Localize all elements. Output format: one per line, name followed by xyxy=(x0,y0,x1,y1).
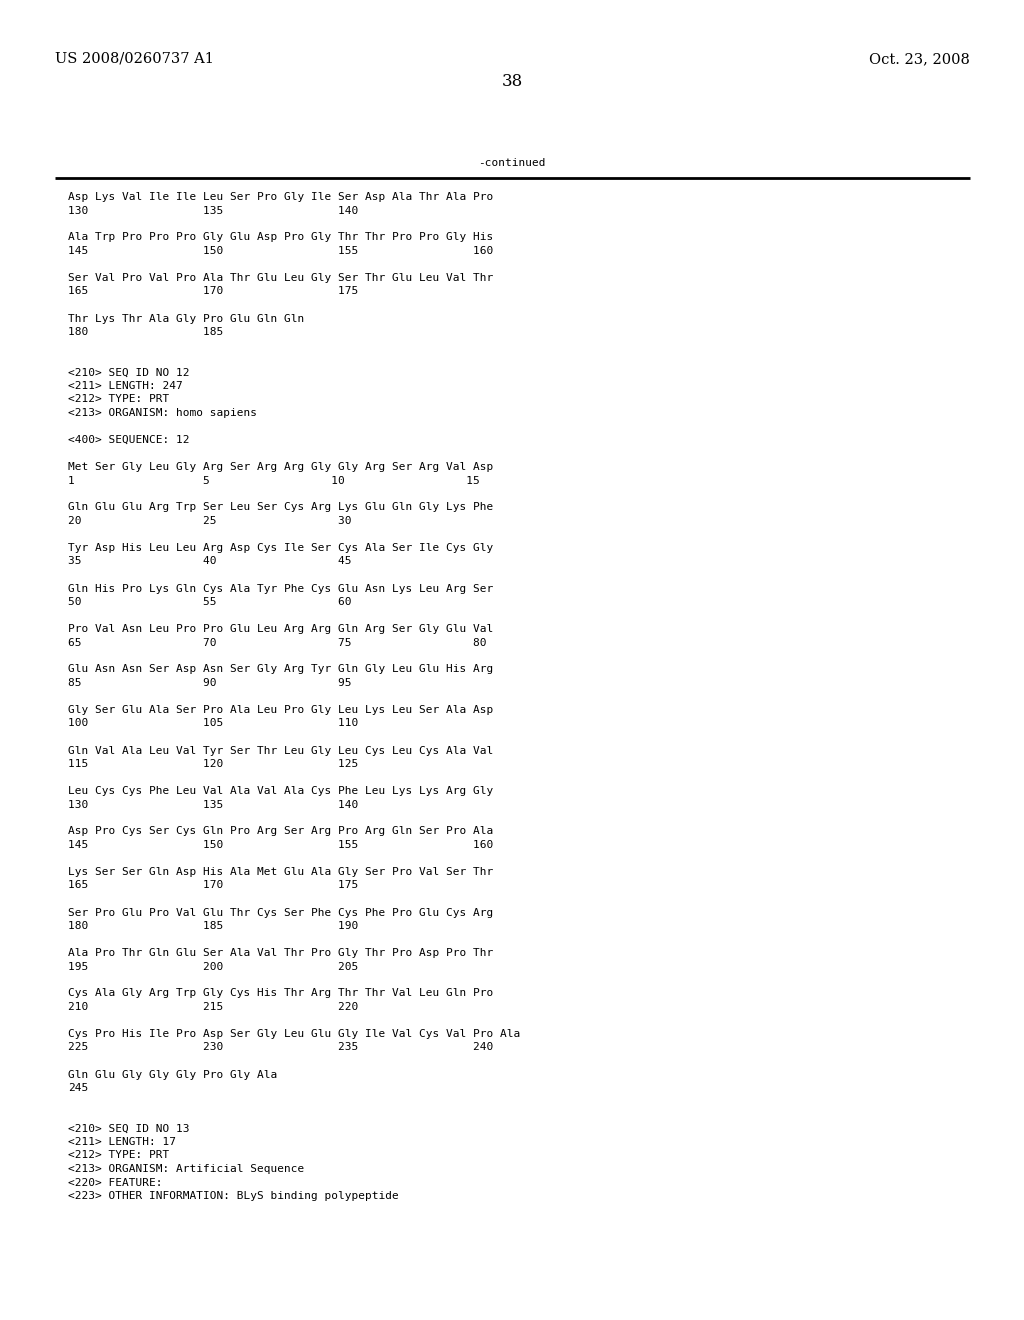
Text: <220> FEATURE:: <220> FEATURE: xyxy=(68,1177,163,1188)
Text: Ala Pro Thr Gln Glu Ser Ala Val Thr Pro Gly Thr Pro Asp Pro Thr: Ala Pro Thr Gln Glu Ser Ala Val Thr Pro … xyxy=(68,948,494,958)
Text: <210> SEQ ID NO 12: <210> SEQ ID NO 12 xyxy=(68,367,189,378)
Text: Oct. 23, 2008: Oct. 23, 2008 xyxy=(869,51,970,66)
Text: 165                 170                 175: 165 170 175 xyxy=(68,286,358,297)
Text: Met Ser Gly Leu Gly Arg Ser Arg Arg Gly Gly Arg Ser Arg Val Asp: Met Ser Gly Leu Gly Arg Ser Arg Arg Gly … xyxy=(68,462,494,473)
Text: 20                  25                  30: 20 25 30 xyxy=(68,516,351,525)
Text: 145                 150                 155                 160: 145 150 155 160 xyxy=(68,840,494,850)
Text: 85                  90                  95: 85 90 95 xyxy=(68,678,351,688)
Text: <211> LENGTH: 17: <211> LENGTH: 17 xyxy=(68,1137,176,1147)
Text: Ala Trp Pro Pro Pro Gly Glu Asp Pro Gly Thr Thr Pro Pro Gly His: Ala Trp Pro Pro Pro Gly Glu Asp Pro Gly … xyxy=(68,232,494,243)
Text: 180                 185: 180 185 xyxy=(68,327,223,337)
Text: 50                  55                  60: 50 55 60 xyxy=(68,597,351,607)
Text: 130                 135                 140: 130 135 140 xyxy=(68,800,358,809)
Text: Pro Val Asn Leu Pro Pro Glu Leu Arg Arg Gln Arg Ser Gly Glu Val: Pro Val Asn Leu Pro Pro Glu Leu Arg Arg … xyxy=(68,624,494,634)
Text: 195                 200                 205: 195 200 205 xyxy=(68,961,358,972)
Text: 65                  70                  75                  80: 65 70 75 80 xyxy=(68,638,486,648)
Text: Ser Pro Glu Pro Val Glu Thr Cys Ser Phe Cys Phe Pro Glu Cys Arg: Ser Pro Glu Pro Val Glu Thr Cys Ser Phe … xyxy=(68,908,494,917)
Text: Asp Pro Cys Ser Cys Gln Pro Arg Ser Arg Pro Arg Gln Ser Pro Ala: Asp Pro Cys Ser Cys Gln Pro Arg Ser Arg … xyxy=(68,826,494,837)
Text: <211> LENGTH: 247: <211> LENGTH: 247 xyxy=(68,381,182,391)
Text: 1                   5                  10                  15: 1 5 10 15 xyxy=(68,475,480,486)
Text: 115                 120                 125: 115 120 125 xyxy=(68,759,358,770)
Text: Gly Ser Glu Ala Ser Pro Ala Leu Pro Gly Leu Lys Leu Ser Ala Asp: Gly Ser Glu Ala Ser Pro Ala Leu Pro Gly … xyxy=(68,705,494,715)
Text: Cys Ala Gly Arg Trp Gly Cys His Thr Arg Thr Thr Val Leu Gln Pro: Cys Ala Gly Arg Trp Gly Cys His Thr Arg … xyxy=(68,989,494,998)
Text: <213> ORGANISM: homo sapiens: <213> ORGANISM: homo sapiens xyxy=(68,408,257,418)
Text: Tyr Asp His Leu Leu Arg Asp Cys Ile Ser Cys Ala Ser Ile Cys Gly: Tyr Asp His Leu Leu Arg Asp Cys Ile Ser … xyxy=(68,543,494,553)
Text: US 2008/0260737 A1: US 2008/0260737 A1 xyxy=(55,51,214,66)
Text: Asp Lys Val Ile Ile Leu Ser Pro Gly Ile Ser Asp Ala Thr Ala Pro: Asp Lys Val Ile Ile Leu Ser Pro Gly Ile … xyxy=(68,191,494,202)
Text: 145                 150                 155                 160: 145 150 155 160 xyxy=(68,246,494,256)
Text: 38: 38 xyxy=(502,73,522,90)
Text: 180                 185                 190: 180 185 190 xyxy=(68,921,358,931)
Text: Gln Glu Glu Arg Trp Ser Leu Ser Cys Arg Lys Glu Gln Gly Lys Phe: Gln Glu Glu Arg Trp Ser Leu Ser Cys Arg … xyxy=(68,503,494,512)
Text: 245: 245 xyxy=(68,1082,88,1093)
Text: <400> SEQUENCE: 12: <400> SEQUENCE: 12 xyxy=(68,436,189,445)
Text: <212> TYPE: PRT: <212> TYPE: PRT xyxy=(68,395,169,404)
Text: 225                 230                 235                 240: 225 230 235 240 xyxy=(68,1043,494,1052)
Text: Gln Glu Gly Gly Gly Pro Gly Ala: Gln Glu Gly Gly Gly Pro Gly Ala xyxy=(68,1069,278,1080)
Text: 100                 105                 110: 100 105 110 xyxy=(68,718,358,729)
Text: Glu Asn Asn Ser Asp Asn Ser Gly Arg Tyr Gln Gly Leu Glu His Arg: Glu Asn Asn Ser Asp Asn Ser Gly Arg Tyr … xyxy=(68,664,494,675)
Text: Lys Ser Ser Gln Asp His Ala Met Glu Ala Gly Ser Pro Val Ser Thr: Lys Ser Ser Gln Asp His Ala Met Glu Ala … xyxy=(68,867,494,876)
Text: 165                 170                 175: 165 170 175 xyxy=(68,880,358,891)
Text: -continued: -continued xyxy=(478,158,546,168)
Text: <223> OTHER INFORMATION: BLyS binding polypeptide: <223> OTHER INFORMATION: BLyS binding po… xyxy=(68,1191,398,1201)
Text: 210                 215                 220: 210 215 220 xyxy=(68,1002,358,1012)
Text: <210> SEQ ID NO 13: <210> SEQ ID NO 13 xyxy=(68,1123,189,1134)
Text: <212> TYPE: PRT: <212> TYPE: PRT xyxy=(68,1151,169,1160)
Text: Leu Cys Cys Phe Leu Val Ala Val Ala Cys Phe Leu Lys Lys Arg Gly: Leu Cys Cys Phe Leu Val Ala Val Ala Cys … xyxy=(68,785,494,796)
Text: Ser Val Pro Val Pro Ala Thr Glu Leu Gly Ser Thr Glu Leu Val Thr: Ser Val Pro Val Pro Ala Thr Glu Leu Gly … xyxy=(68,273,494,282)
Text: Cys Pro His Ile Pro Asp Ser Gly Leu Glu Gly Ile Val Cys Val Pro Ala: Cys Pro His Ile Pro Asp Ser Gly Leu Glu … xyxy=(68,1030,520,1039)
Text: 130                 135                 140: 130 135 140 xyxy=(68,206,358,215)
Text: Gln His Pro Lys Gln Cys Ala Tyr Phe Cys Glu Asn Lys Leu Arg Ser: Gln His Pro Lys Gln Cys Ala Tyr Phe Cys … xyxy=(68,583,494,594)
Text: 35                  40                  45: 35 40 45 xyxy=(68,557,351,566)
Text: <213> ORGANISM: Artificial Sequence: <213> ORGANISM: Artificial Sequence xyxy=(68,1164,304,1173)
Text: Thr Lys Thr Ala Gly Pro Glu Gln Gln: Thr Lys Thr Ala Gly Pro Glu Gln Gln xyxy=(68,314,304,323)
Text: Gln Val Ala Leu Val Tyr Ser Thr Leu Gly Leu Cys Leu Cys Ala Val: Gln Val Ala Leu Val Tyr Ser Thr Leu Gly … xyxy=(68,746,494,755)
